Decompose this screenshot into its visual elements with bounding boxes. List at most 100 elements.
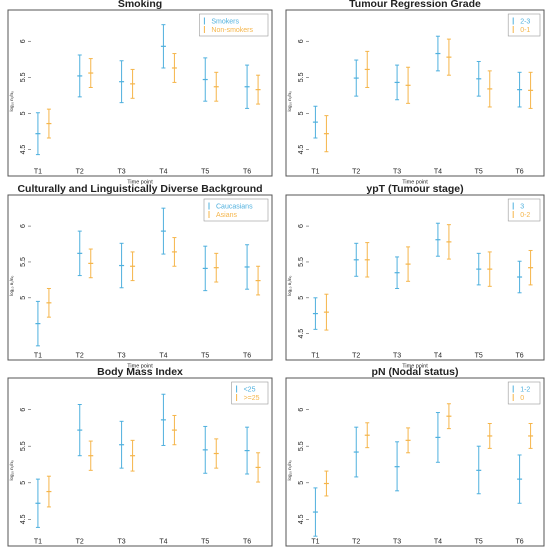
x-tick-label: T2: [76, 169, 84, 176]
error-bar: [255, 74, 261, 105]
legend: 30-2: [507, 198, 541, 222]
y-tick-label: 5: [298, 296, 305, 300]
x-axis-label: Time point: [127, 180, 153, 186]
x-tick-label: T3: [393, 353, 401, 360]
error-bar: [255, 452, 261, 483]
x-tick-label: T2: [352, 169, 360, 176]
y-tick-label: 5: [298, 481, 305, 485]
y-tick-label: 5: [298, 111, 305, 115]
error-bar: [202, 425, 208, 474]
x-tick-label: T5: [475, 353, 483, 360]
x-tick-label: T2: [76, 353, 84, 360]
error-bar: [213, 252, 219, 283]
error-bar: [446, 403, 452, 430]
x-tick-label: T6: [515, 539, 523, 546]
y-tick-label: 5: [20, 481, 27, 485]
error-bar: [88, 58, 94, 88]
legend-label: Non-smokers: [211, 27, 253, 34]
x-tick-label: T1: [311, 169, 319, 176]
chart-panel-4: ypT (Tumour stage) 4.5 5 5.5 6 log₁₀ n₁/n₀ T1 T…: [285, 183, 545, 370]
panel-title: Tumour Regression Grade: [349, 0, 481, 10]
error-bar: [394, 64, 400, 101]
error-bar: [476, 252, 482, 286]
x-tick-label: T1: [311, 539, 319, 546]
error-bar: [171, 414, 177, 446]
legend-label: >=25: [244, 395, 260, 402]
error-bar: [446, 38, 452, 76]
error-bar: [130, 251, 136, 282]
legend-label: 0-1: [520, 27, 530, 34]
y-tick-label: 6: [20, 39, 27, 43]
error-bar: [202, 245, 208, 292]
error-bar: [35, 478, 41, 528]
error-bar: [323, 293, 329, 331]
error-bar: [435, 222, 441, 257]
y-tick-label: 6: [298, 408, 305, 412]
error-bar: [364, 50, 370, 88]
legend-label: 3: [520, 204, 524, 211]
x-tick-label: T6: [243, 353, 251, 360]
error-bar: [213, 438, 219, 469]
legend: 1-20: [507, 381, 541, 405]
error-bar: [405, 246, 411, 282]
x-tick-label: T3: [393, 539, 401, 546]
legend-box: [507, 381, 541, 405]
panel-frame: [7, 9, 273, 177]
error-bar: [517, 260, 523, 294]
error-bar: [130, 439, 136, 472]
error-bar: [323, 115, 329, 153]
error-bar: [171, 53, 177, 83]
error-bar: [160, 24, 166, 69]
x-tick-label: T3: [393, 169, 401, 176]
legend-label: Caucasians: [216, 204, 253, 211]
panel-title: pN (Nodal status): [372, 366, 459, 378]
y-axis-label: log₁₀ n₁/n₀: [287, 460, 292, 480]
panel-frame: [285, 194, 545, 361]
y-tick-label: 6: [298, 39, 305, 43]
y-tick-label: 5: [20, 296, 27, 300]
error-bar: [35, 112, 41, 156]
error-bar: [364, 242, 370, 278]
error-bar: [517, 71, 523, 108]
x-tick-label: T2: [76, 539, 84, 546]
panel-frame: [7, 377, 273, 547]
legend: 2-30-1: [507, 13, 541, 37]
panel-title: ypT (Tumour stage): [366, 183, 463, 195]
legend-label: 0: [520, 395, 524, 402]
x-tick-label: T2: [352, 353, 360, 360]
legend-box: [199, 13, 269, 37]
error-bar: [394, 256, 400, 289]
chart-panel-1: Smoking 4.5 5 5.5 6 log₁₀ n₁/n₀ T1 T2 T3 T4 T5 T6 Ti…: [7, 0, 273, 186]
x-tick-label: T4: [159, 539, 167, 546]
legend: <25>=25: [231, 381, 269, 405]
error-bar: [119, 60, 125, 104]
panel-frame: [7, 194, 273, 361]
y-tick-label: 6: [298, 224, 305, 228]
error-bar: [312, 297, 318, 330]
x-tick-label: T4: [159, 353, 167, 360]
error-bar: [446, 224, 452, 260]
y-axis-label: log₁₀ n₁/n₀: [287, 275, 292, 295]
y-tick-label: 4.5: [298, 145, 305, 155]
x-tick-label: T6: [515, 353, 523, 360]
panel-title: Body Mass Index: [97, 366, 183, 378]
x-tick-label: T1: [34, 353, 42, 360]
y-tick-label: 4.5: [298, 514, 305, 524]
error-bar: [487, 251, 493, 287]
error-bar: [244, 244, 250, 290]
legend-box: [507, 13, 541, 37]
error-bar: [88, 440, 94, 471]
error-bar: [476, 445, 482, 495]
legend-box: [231, 381, 269, 405]
y-tick-label: 5.5: [20, 72, 27, 82]
legend-label: 2-3: [520, 19, 530, 26]
y-tick-label: 4.5: [20, 145, 27, 155]
chart-panel-6: pN (Nodal status) 4.5 5 5.5 6 log₁₀ n₁/n₀ T1 T2…: [285, 366, 545, 547]
error-bar: [487, 70, 493, 108]
y-axis-label: log₁₀ n₁/n₀: [9, 91, 14, 111]
panel-title: Smoking: [118, 0, 162, 10]
x-axis-label: Time point: [402, 180, 428, 186]
x-tick-label: T2: [352, 539, 360, 546]
legend-box: [507, 198, 541, 222]
